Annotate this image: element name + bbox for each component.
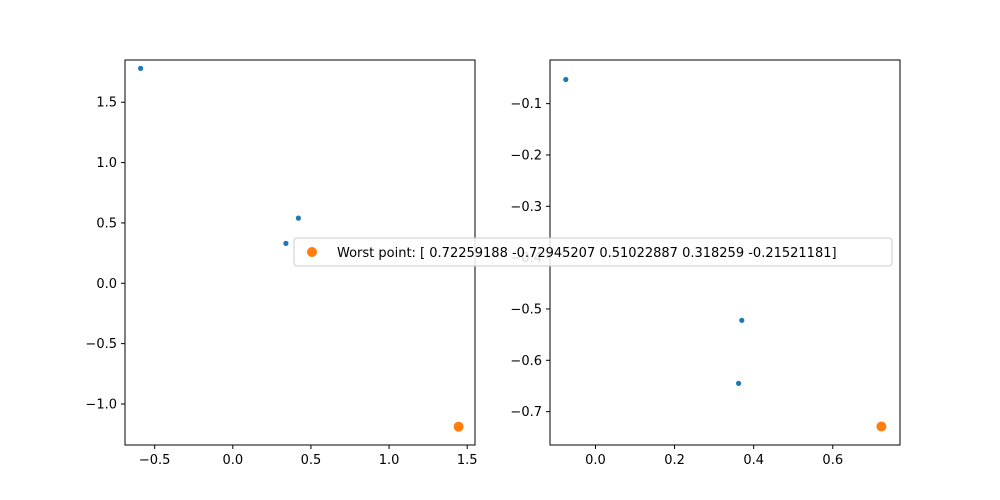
right-y-tick-label: −0.3 bbox=[510, 200, 542, 215]
legend-marker-worst-point bbox=[307, 247, 317, 257]
right-x-tick-label: 0.2 bbox=[664, 453, 685, 468]
right-x-tick-label: 0.4 bbox=[743, 453, 764, 468]
right-data-point bbox=[563, 76, 569, 83]
right-y-tick-label: −0.5 bbox=[510, 302, 542, 317]
left-y-tick-label: −1.0 bbox=[85, 397, 117, 412]
right-x-tick-label: 0.6 bbox=[822, 453, 843, 468]
left-x-tick-label: 1.0 bbox=[379, 453, 400, 468]
left-x-tick-label: 0.0 bbox=[222, 453, 243, 468]
legend-frame bbox=[293, 237, 893, 267]
left-worst-point-marker bbox=[453, 421, 464, 432]
left-y-tick-label: 0.0 bbox=[96, 277, 117, 292]
left-data-point bbox=[295, 215, 301, 221]
right-y-tick-label: −0.2 bbox=[510, 148, 542, 163]
right-y-tick-label: −0.7 bbox=[510, 405, 542, 420]
left-y-tick-label: 0.5 bbox=[96, 216, 117, 231]
right-data-point bbox=[736, 380, 742, 386]
right-y-tick-label: −0.6 bbox=[510, 354, 542, 369]
left-x-tick-label: 0.5 bbox=[301, 453, 322, 468]
left-data-point bbox=[138, 65, 144, 71]
legend: Worst point: [ 0.72259188 -0.72945207 0.… bbox=[293, 237, 893, 267]
legend-label: Worst point: [ 0.72259188 -0.72945207 0.… bbox=[337, 246, 837, 261]
right-data-point bbox=[739, 317, 745, 323]
left-x-tick-label: −0.5 bbox=[139, 453, 171, 468]
right-worst-point-marker bbox=[876, 421, 887, 432]
left-x-tick-label: 1.5 bbox=[457, 453, 478, 468]
left-data-point bbox=[283, 240, 289, 246]
right-y-tick-label: −0.1 bbox=[510, 97, 542, 112]
left-y-tick-label: 1.5 bbox=[96, 96, 117, 111]
left-y-tick-label: 1.0 bbox=[96, 156, 117, 171]
left-y-tick-label: −0.5 bbox=[85, 337, 117, 352]
right-x-tick-label: 0.0 bbox=[585, 453, 606, 468]
